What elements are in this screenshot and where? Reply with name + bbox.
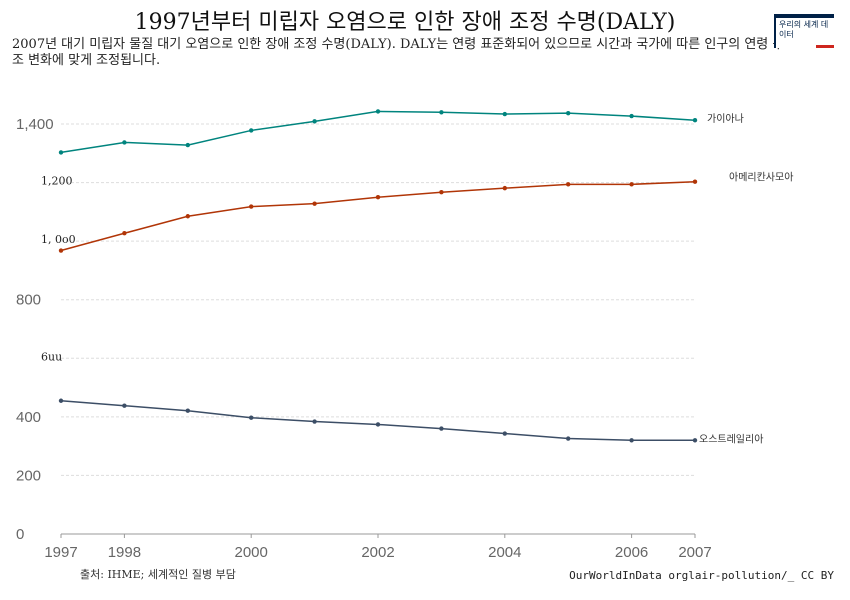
series-label-2: 오스트레일리아 xyxy=(699,433,763,445)
x-tick-label-2002: 2002 xyxy=(361,544,394,561)
owid-logo[interactable]: 우리의 세계 데이터 xyxy=(774,14,834,48)
data-point-2-2005[interactable] xyxy=(566,436,571,441)
data-point-2-2007[interactable] xyxy=(692,438,698,443)
y-tick-label-5: 1, 0o0 xyxy=(41,233,76,246)
data-point-1-2004[interactable] xyxy=(502,185,507,191)
data-point-0-1998[interactable] xyxy=(122,140,127,145)
data-point-1-2003[interactable] xyxy=(439,190,444,195)
x-tick-label-2004: 2004 xyxy=(488,544,521,561)
data-point-2-1997[interactable] xyxy=(58,398,64,403)
data-point-2-1999[interactable] xyxy=(185,408,190,413)
y-tick-label-2: 400 xyxy=(16,409,41,426)
y-tick-label-7: 1,400 xyxy=(16,116,54,133)
data-point-0-2006[interactable] xyxy=(629,113,634,119)
data-point-2-2003[interactable] xyxy=(439,426,444,431)
owid-logo-bar xyxy=(816,45,834,48)
data-point-0-2002[interactable] xyxy=(375,109,381,114)
y-axis: 0 200 400 6uu 800 1, 0o0 1,200 1,400 xyxy=(16,116,76,543)
x-tick-label-2007: 2007 xyxy=(678,544,711,561)
data-point-0-2005[interactable] xyxy=(566,110,571,116)
series-label-1: 아메리칸사모아 xyxy=(729,172,793,184)
data-point-1-2001[interactable] xyxy=(312,201,317,206)
data-point-0-1997[interactable] xyxy=(58,150,64,155)
license-note[interactable]: OurWorldInData orglair-pollution/_ CC BY xyxy=(569,569,834,582)
data-point-0-2001[interactable] xyxy=(312,119,317,124)
y-tick-label-3: 6uu xyxy=(41,350,62,363)
y-tick-label-6: 1,200 xyxy=(41,175,73,188)
data-point-2-2006[interactable] xyxy=(629,438,634,443)
y-tick-label-1: 200 xyxy=(16,467,41,484)
y-tick-label-0: 0 xyxy=(16,526,24,543)
data-point-0-1999[interactable] xyxy=(185,142,190,148)
data-point-0-2003[interactable] xyxy=(439,110,444,115)
data-point-0-2000[interactable] xyxy=(249,128,254,133)
source-note: 출처: IHME; 세계적인 질병 부담 xyxy=(80,568,236,581)
y-tick-label-4: 800 xyxy=(16,292,41,309)
chart-title: 1997년부터 미립자 오염으로 인한 장애 조정 수명(DALY) xyxy=(134,10,676,35)
data-point-1-2005[interactable] xyxy=(566,182,571,187)
x-axis: 1997 1998 2000 2002 2004 2006 2007 xyxy=(44,534,712,561)
x-tick-label-1998: 1998 xyxy=(108,544,141,561)
owid-logo-text: 우리의 세계 데이터 xyxy=(779,20,829,39)
data-point-1-2006[interactable] xyxy=(629,182,634,187)
chart-subtitle: 2007년 대기 미립자 물질 대기 오염으로 인한 장애 조정 수명(DALY… xyxy=(12,37,785,68)
data-point-2-1998[interactable] xyxy=(122,403,127,408)
data-point-2-2000[interactable] xyxy=(249,415,254,420)
x-tick-label-2006: 2006 xyxy=(615,544,648,561)
x-tick-label-1997: 1997 xyxy=(44,544,77,561)
data-point-2-2004[interactable] xyxy=(502,431,507,436)
series-label-0: 가이아나 xyxy=(707,113,744,125)
grid-lines xyxy=(61,123,695,535)
data-point-1-2007[interactable] xyxy=(692,179,698,184)
data-point-0-2007[interactable] xyxy=(692,117,698,123)
data-point-1-2000[interactable] xyxy=(249,204,254,209)
series-line-1[interactable] xyxy=(60,180,696,252)
data-point-2-2002[interactable] xyxy=(375,422,381,427)
series-line-0[interactable] xyxy=(60,110,696,154)
series-line-2[interactable] xyxy=(60,400,695,442)
data-point-1-1997[interactable] xyxy=(58,248,64,253)
data-point-1-2002[interactable] xyxy=(375,195,381,200)
data-point-1-1998[interactable] xyxy=(122,231,127,236)
data-point-2-2001[interactable] xyxy=(312,419,317,424)
data-point-1-1999[interactable] xyxy=(185,214,190,219)
x-tick-label-2000: 2000 xyxy=(235,544,268,561)
data-point-0-2004[interactable] xyxy=(502,111,507,117)
